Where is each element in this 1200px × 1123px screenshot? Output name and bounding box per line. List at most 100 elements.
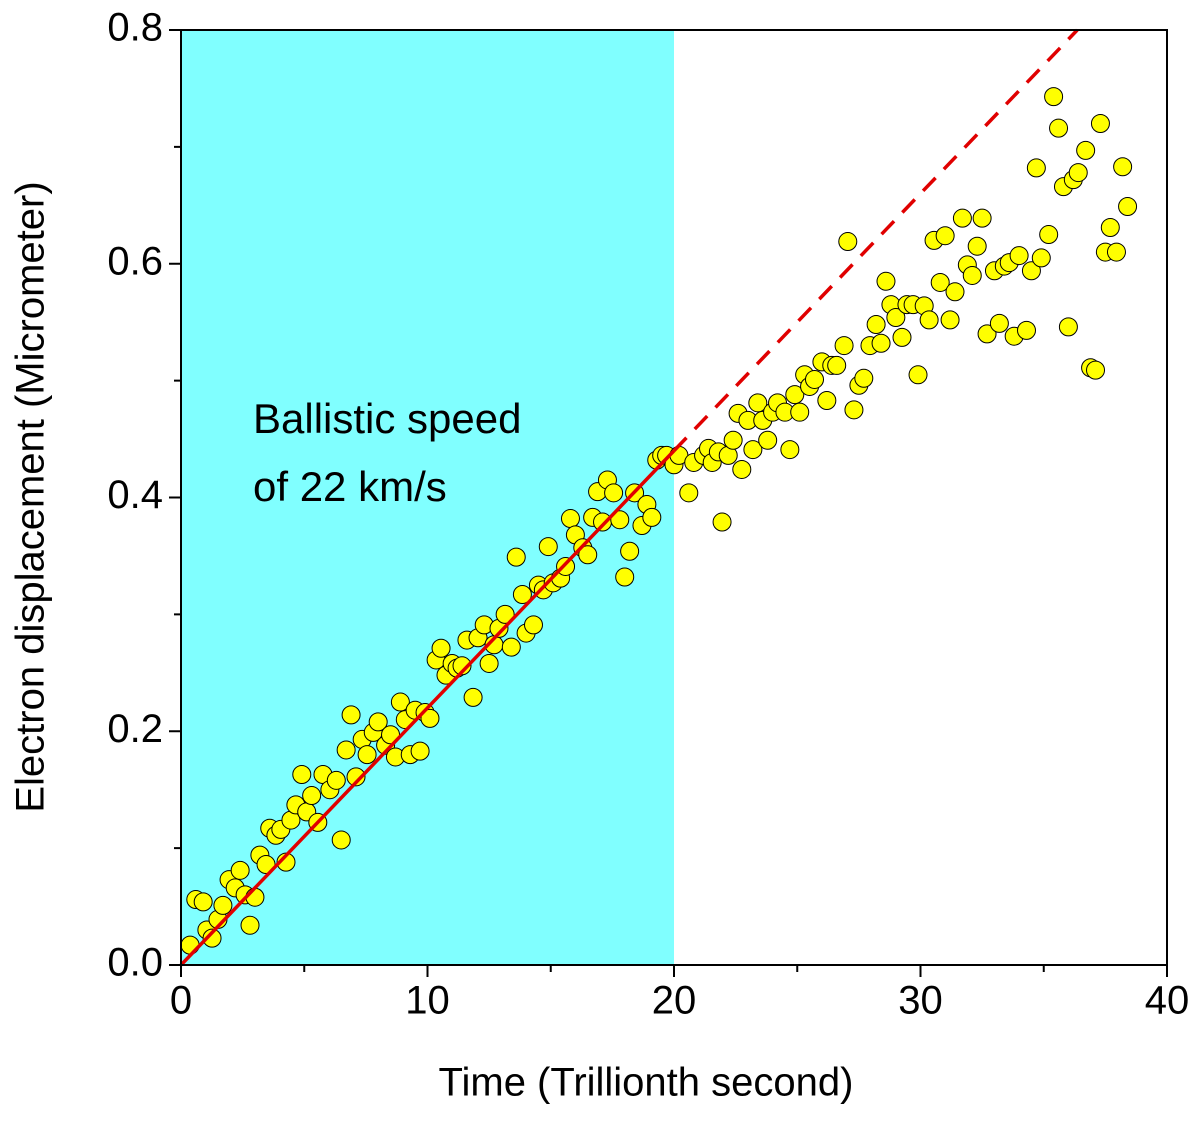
data-point xyxy=(410,741,430,761)
data-point xyxy=(908,365,928,385)
data-point xyxy=(578,545,598,565)
data-point xyxy=(952,208,972,228)
data-point xyxy=(213,895,233,915)
data-point xyxy=(919,310,939,330)
data-point xyxy=(593,512,613,532)
data-point xyxy=(1076,140,1096,160)
data-point xyxy=(886,308,906,328)
data-point xyxy=(967,236,987,256)
x-tick-label: 40 xyxy=(1145,979,1190,1023)
data-point xyxy=(743,440,763,460)
data-point xyxy=(844,400,864,420)
data-point xyxy=(780,440,800,460)
data-point xyxy=(834,336,854,356)
data-point xyxy=(827,355,847,375)
annotation: of 22 km/s xyxy=(253,463,447,510)
data-point xyxy=(1068,163,1088,183)
data-point xyxy=(368,712,388,732)
y-axis-title: Electron displacement (Micrometer) xyxy=(9,181,53,812)
data-point xyxy=(193,892,213,912)
data-point xyxy=(790,402,810,422)
y-tick-label: 0.6 xyxy=(107,239,163,283)
data-point xyxy=(1021,261,1041,281)
data-point xyxy=(245,887,265,907)
data-point xyxy=(1090,114,1110,133)
data-point xyxy=(1113,157,1133,177)
data-point xyxy=(523,615,543,635)
data-point xyxy=(336,740,356,760)
data-point xyxy=(1086,360,1106,380)
data-point xyxy=(560,509,580,529)
x-axis-title: Time (Trillionth second) xyxy=(439,1061,854,1105)
data-point xyxy=(302,786,322,806)
data-point xyxy=(679,483,699,503)
data-point xyxy=(463,687,483,707)
data-point xyxy=(538,537,558,557)
data-point xyxy=(758,430,778,450)
data-point xyxy=(431,638,451,658)
data-point xyxy=(1049,118,1069,138)
data-point xyxy=(1016,320,1036,340)
x-tick-label: 0 xyxy=(170,979,192,1023)
data-point xyxy=(1031,248,1051,268)
data-point xyxy=(1026,158,1046,178)
data-point xyxy=(732,459,752,479)
fit-line xyxy=(179,449,676,967)
data-point xyxy=(1058,317,1078,337)
x-tick-label: 10 xyxy=(405,979,450,1023)
data-point xyxy=(892,327,912,347)
data-point xyxy=(506,547,526,567)
data-point xyxy=(615,567,635,587)
data-point xyxy=(620,541,640,561)
data-point xyxy=(292,764,312,784)
data-point xyxy=(390,692,410,712)
data-point xyxy=(935,226,955,246)
data-point xyxy=(838,232,858,252)
data-point xyxy=(977,324,997,344)
data-point xyxy=(805,369,825,389)
data-point xyxy=(452,656,472,676)
data-point xyxy=(712,512,732,532)
data-point xyxy=(642,507,662,527)
data-point xyxy=(1118,196,1138,216)
data-point xyxy=(989,313,1009,333)
data-point xyxy=(230,860,250,880)
y-tick-label: 0.2 xyxy=(107,707,163,751)
data-point xyxy=(962,265,982,285)
y-tick-label: 0.4 xyxy=(107,473,163,517)
data-point xyxy=(871,333,891,353)
data-point xyxy=(1009,246,1029,266)
data-point xyxy=(1044,87,1064,107)
data-point xyxy=(610,510,630,530)
data-point xyxy=(1100,218,1120,238)
data-point xyxy=(346,767,366,787)
data-point xyxy=(495,604,515,624)
data-point xyxy=(785,385,805,405)
data-point xyxy=(723,430,743,450)
data-point xyxy=(945,282,965,302)
data-point xyxy=(972,208,992,228)
data-point xyxy=(331,830,351,850)
data-point xyxy=(866,315,886,335)
data-point xyxy=(604,483,624,503)
data-point xyxy=(876,271,896,291)
data-point xyxy=(748,393,768,413)
data-point xyxy=(479,653,499,673)
data-point xyxy=(512,585,532,605)
annotation: Ballistic speed xyxy=(253,395,521,442)
data-point xyxy=(501,637,521,657)
fit-line xyxy=(672,28,1079,452)
y-tick-label: 0.0 xyxy=(107,941,163,985)
data-point xyxy=(240,915,260,935)
y-tick-label: 0.8 xyxy=(107,6,163,50)
data-point xyxy=(202,928,222,948)
x-tick-label: 20 xyxy=(652,979,697,1023)
x-tick-label: 30 xyxy=(898,979,943,1023)
data-point xyxy=(326,770,346,790)
data-point xyxy=(940,310,960,330)
data-point xyxy=(1106,242,1126,262)
data-point xyxy=(930,272,950,292)
data-point xyxy=(357,745,377,765)
data-point xyxy=(817,390,837,410)
